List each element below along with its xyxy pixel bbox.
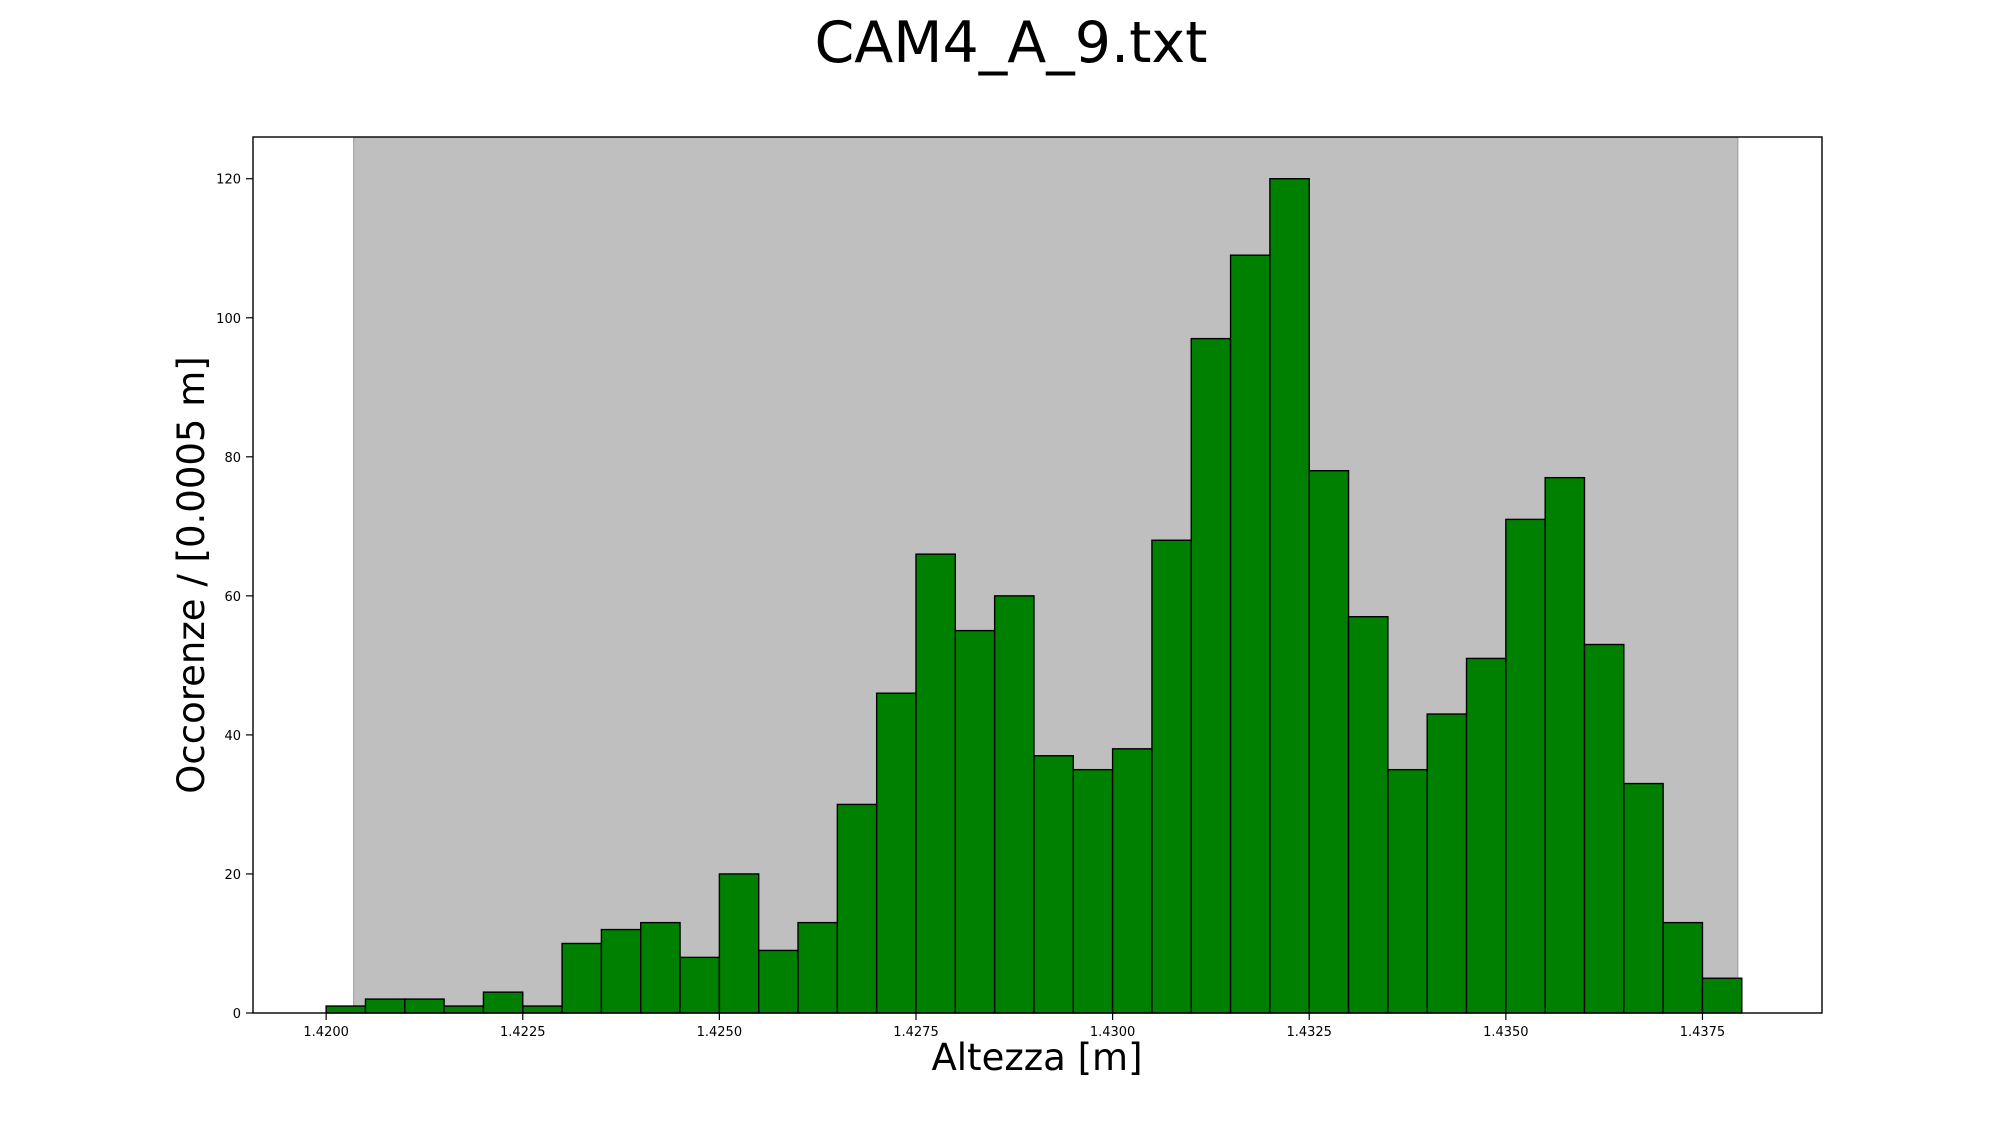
histogram-bar bbox=[718, 873, 760, 1014]
y-tick-label: 20 bbox=[224, 868, 241, 883]
histogram-bar bbox=[1190, 337, 1232, 1014]
y-tick-label: 0 bbox=[233, 1007, 241, 1022]
histogram-bar bbox=[325, 1005, 367, 1014]
histogram-bar bbox=[600, 928, 642, 1014]
histogram-bar bbox=[364, 998, 406, 1014]
y-tick-label: 100 bbox=[216, 312, 241, 327]
histogram-bar bbox=[1072, 768, 1114, 1014]
x-tick-label: 1.4375 bbox=[1680, 1025, 1726, 1040]
histogram-bar bbox=[1701, 977, 1743, 1014]
histogram-bar bbox=[1387, 768, 1428, 1014]
histogram-bar bbox=[1583, 643, 1625, 1014]
x-axis-label: Altezza [m] bbox=[931, 1036, 1142, 1079]
histogram-bar bbox=[561, 942, 603, 1014]
histogram-bar bbox=[757, 949, 799, 1014]
y-tick-label: 120 bbox=[216, 173, 241, 188]
x-tick-label: 1.4250 bbox=[697, 1025, 743, 1040]
histogram-bar bbox=[797, 921, 839, 1014]
histogram-bar bbox=[1544, 476, 1586, 1014]
histogram-bar bbox=[1426, 713, 1468, 1014]
x-tick-label: 1.4300 bbox=[1090, 1025, 1136, 1040]
x-tick-label: 1.4275 bbox=[893, 1025, 939, 1040]
y-tick-label: 40 bbox=[224, 729, 241, 744]
histogram-bar bbox=[875, 692, 917, 1014]
histogram-bar bbox=[915, 553, 957, 1014]
histogram-bar bbox=[443, 1005, 485, 1014]
chart-title: CAM4_A_9.txt bbox=[814, 10, 1207, 76]
y-tick-label: 80 bbox=[224, 451, 241, 466]
x-tick-label: 1.4325 bbox=[1286, 1025, 1332, 1040]
histogram-bar bbox=[522, 1005, 563, 1014]
y-tick-label: 60 bbox=[224, 590, 241, 605]
y-axis-label: Occorenze / [0.0005 m] bbox=[170, 356, 213, 793]
plot-area: 1.4200 1.4225 1.4250 1.4275 1.4300 1.4325 1.43… bbox=[216, 136, 1823, 1040]
histogram-bar bbox=[836, 803, 878, 1014]
histogram-bar bbox=[1229, 254, 1271, 1014]
histogram-bar bbox=[1151, 539, 1192, 1014]
histogram-bar bbox=[1111, 748, 1153, 1014]
x-tick-label: 1.4200 bbox=[303, 1025, 349, 1040]
histogram-bar bbox=[1308, 470, 1350, 1014]
histogram-bar bbox=[1623, 782, 1664, 1014]
x-tick-label: 1.4350 bbox=[1483, 1025, 1529, 1040]
x-tick-label: 1.4225 bbox=[500, 1025, 546, 1040]
histogram-bar bbox=[1033, 755, 1074, 1014]
histogram-bar bbox=[1347, 616, 1389, 1014]
histogram-bar bbox=[1505, 518, 1546, 1014]
histogram-bar bbox=[954, 629, 996, 1014]
histogram-bar bbox=[679, 956, 721, 1014]
histogram-bar bbox=[993, 595, 1035, 1014]
histogram-bar bbox=[1465, 657, 1507, 1014]
histogram-bar bbox=[640, 921, 681, 1014]
histogram-bar bbox=[1662, 921, 1704, 1014]
histogram-bar bbox=[482, 991, 524, 1014]
axes-frame bbox=[252, 136, 1823, 1014]
histogram-bar bbox=[404, 998, 445, 1014]
histogram-bar bbox=[1269, 178, 1310, 1014]
